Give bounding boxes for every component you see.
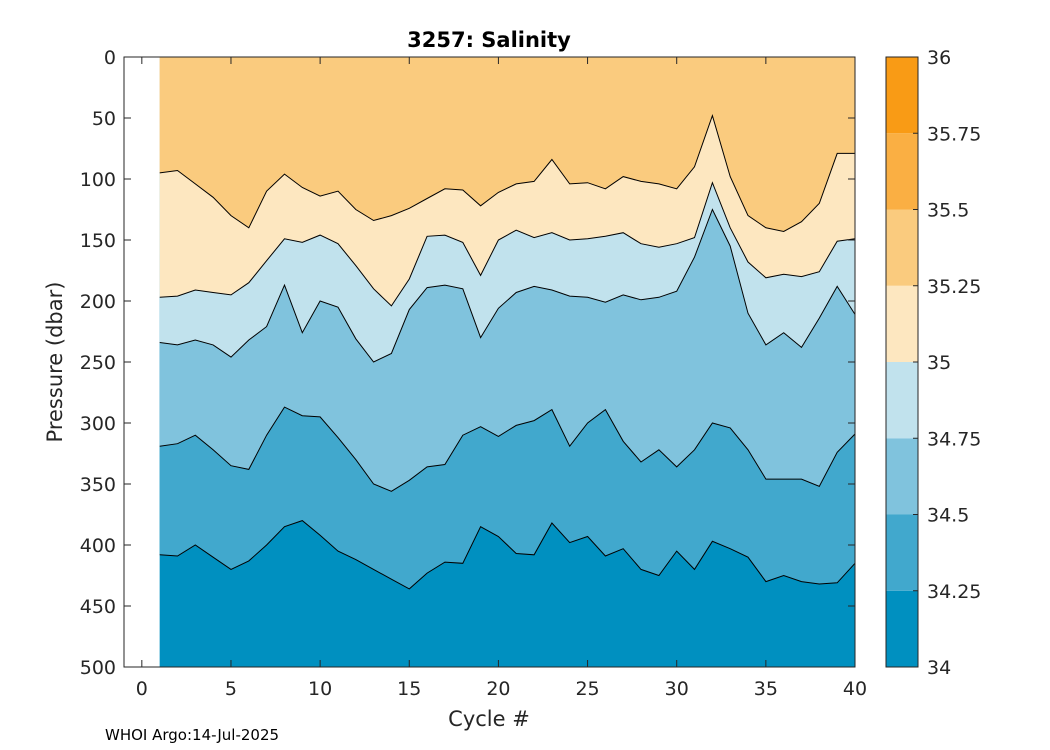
colorbar-tick-label: 35.75: [927, 123, 981, 145]
y-tick-label: 100: [80, 169, 116, 191]
colorbar-tick-label: 34.25: [927, 581, 981, 603]
colorbar: 34 34.25 34.5 34.75 35 35.25 35.5 35.75 36: [885, 47, 981, 679]
footer-credit: WHOI Argo:14-Jul-2025: [105, 726, 279, 744]
colorbar-swatch: [886, 209, 918, 286]
y-tick-label: 350: [80, 474, 116, 496]
x-tick-label: 10: [308, 678, 332, 700]
colorbar-tick-label: 34.75: [927, 428, 981, 450]
colorbar-swatch: [886, 438, 918, 515]
x-tick-label: 20: [486, 678, 510, 700]
colorbar-swatch: [886, 362, 918, 439]
contour-line-34.25: [159, 520, 855, 590]
y-tick-label: 150: [80, 230, 116, 252]
y-tick-label: 200: [80, 291, 116, 313]
contour-line-34.75: [159, 208, 855, 363]
colorbar-tick-label: 35: [927, 352, 951, 374]
y-tick-label: 400: [80, 535, 116, 557]
colorbar-tick-label: 34.5: [927, 505, 969, 527]
x-tick-label: 15: [397, 678, 421, 700]
y-tick-label: 300: [80, 413, 116, 435]
contour-line-35: [159, 181, 855, 307]
colorbar-tick-label: 35.5: [927, 200, 969, 222]
y-axis: 0 50 100 150 200 250 300 350 400 450 500: [80, 47, 855, 679]
y-tick-label: 0: [104, 47, 116, 69]
x-tick-label: 0: [136, 678, 148, 700]
colorbar-tick-label: 35.25: [927, 276, 981, 298]
x-axis: 0 5 10 15 20 25 30 35 40: [136, 57, 867, 700]
y-axis-title: Pressure (dbar): [43, 282, 67, 443]
colorbar-swatch: [886, 590, 918, 667]
contour-line-34.5: [159, 406, 855, 492]
colorbar-swatch: [886, 133, 918, 210]
y-tick-label: 50: [92, 108, 116, 130]
x-tick-label: 5: [225, 678, 237, 700]
y-tick-label: 450: [80, 596, 116, 618]
colorbar-tick-label: 36: [927, 47, 951, 69]
colorbar-swatch: [886, 285, 918, 362]
colorbar-tick-label: 34: [927, 657, 951, 679]
y-tick-label: 250: [80, 352, 116, 374]
colorbar-swatch: [886, 57, 918, 134]
band-above-35.25: [159, 57, 855, 232]
contour-plot-area: [159, 57, 855, 667]
x-axis-title: Cycle #: [448, 707, 530, 731]
contour-line-35.25: [159, 113, 855, 233]
x-tick-label: 25: [575, 678, 599, 700]
x-tick-label: 30: [665, 678, 689, 700]
chart-title: 3257: Salinity: [407, 28, 571, 52]
colorbar-swatch: [886, 514, 918, 591]
y-tick-label: 500: [80, 657, 116, 679]
x-tick-label: 40: [843, 678, 867, 700]
x-tick-label: 35: [754, 678, 778, 700]
